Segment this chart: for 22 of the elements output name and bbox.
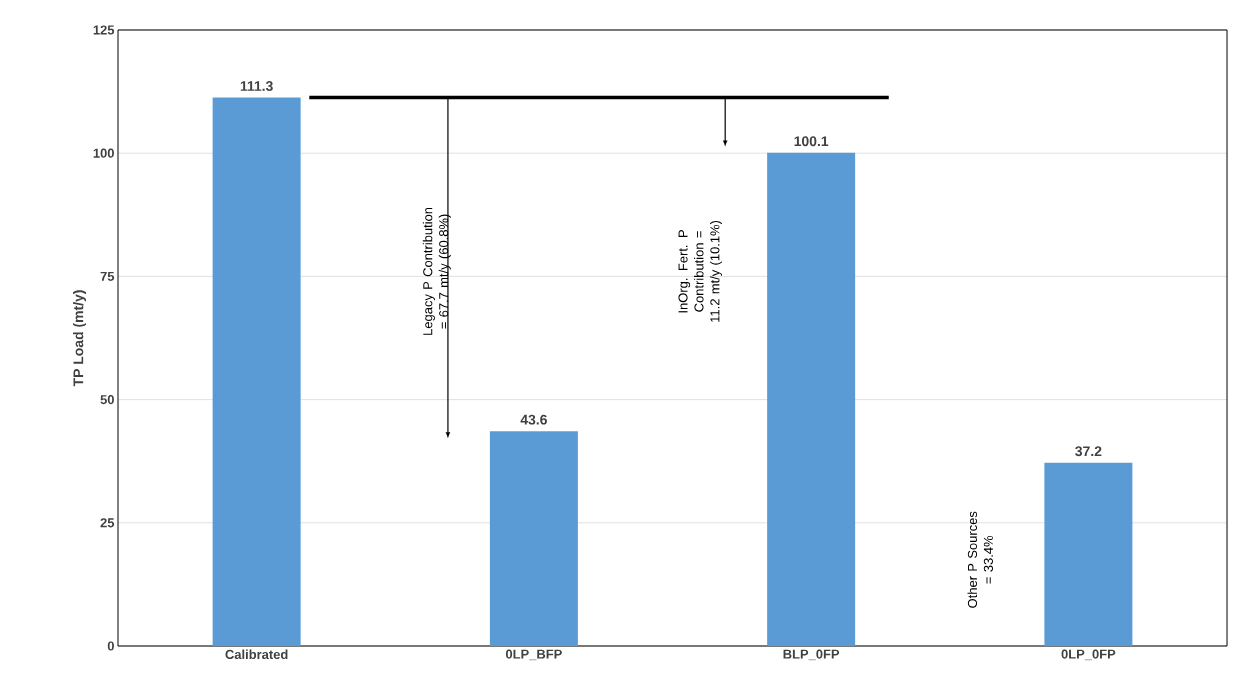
data-label: 43.6	[520, 414, 547, 425]
data-label: 100.1	[794, 136, 829, 147]
y-tick-label: 25	[100, 518, 115, 528]
data-label: 37.2	[1075, 446, 1102, 457]
annotation: InOrg. Fert. P Contribution = 11.2 mt/y (10.1%)	[678, 220, 723, 322]
y-tick-label: 125	[93, 25, 115, 35]
x-tick-label: BLP_0FP	[783, 649, 840, 661]
data-label: 111.3	[240, 81, 273, 91]
x-tick-label: 0LP_BFP	[505, 649, 562, 661]
bar	[212, 97, 301, 646]
y-tick-label: 0	[107, 641, 114, 651]
y-tick-label: 50	[100, 395, 114, 405]
y-tick-label: 100	[93, 148, 114, 158]
y-axis-title: TP Load (mt/y)	[73, 290, 87, 387]
y-tick-label: 75	[100, 271, 115, 281]
bar	[767, 152, 856, 646]
bar	[1044, 462, 1133, 646]
bar	[489, 431, 578, 646]
x-tick-label: 0LP_0FP	[1061, 649, 1116, 661]
annotation: Legacy P Contribution = 67.7 mt/y (60.8%)	[422, 207, 451, 335]
annotation: Other P Sources = 33.4%	[967, 511, 993, 608]
x-tick-label: Calibrated	[225, 649, 288, 660]
